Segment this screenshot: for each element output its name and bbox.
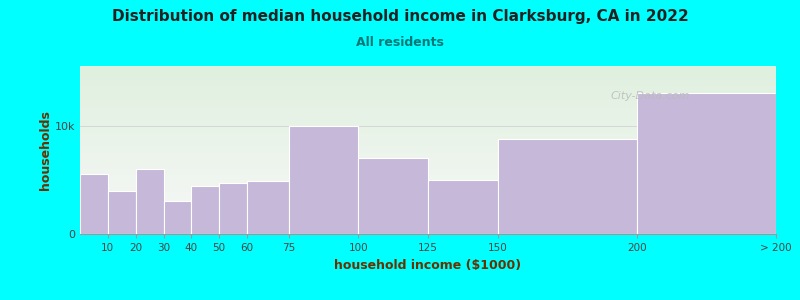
Y-axis label: households: households <box>39 110 52 190</box>
Bar <box>247 181 289 234</box>
Bar <box>219 183 247 234</box>
Text: All residents: All residents <box>356 36 444 49</box>
X-axis label: household income ($1000): household income ($1000) <box>334 259 522 272</box>
Bar <box>289 126 358 234</box>
Bar <box>637 93 776 234</box>
Bar <box>428 180 498 234</box>
Bar <box>498 139 637 234</box>
Text: Distribution of median household income in Clarksburg, CA in 2022: Distribution of median household income … <box>112 9 688 24</box>
Bar <box>136 169 163 234</box>
Bar <box>163 202 191 234</box>
Bar <box>80 174 108 234</box>
Bar <box>108 190 136 234</box>
Bar <box>191 186 219 234</box>
Text: City-Data.com: City-Data.com <box>611 91 690 101</box>
Bar <box>358 158 428 234</box>
